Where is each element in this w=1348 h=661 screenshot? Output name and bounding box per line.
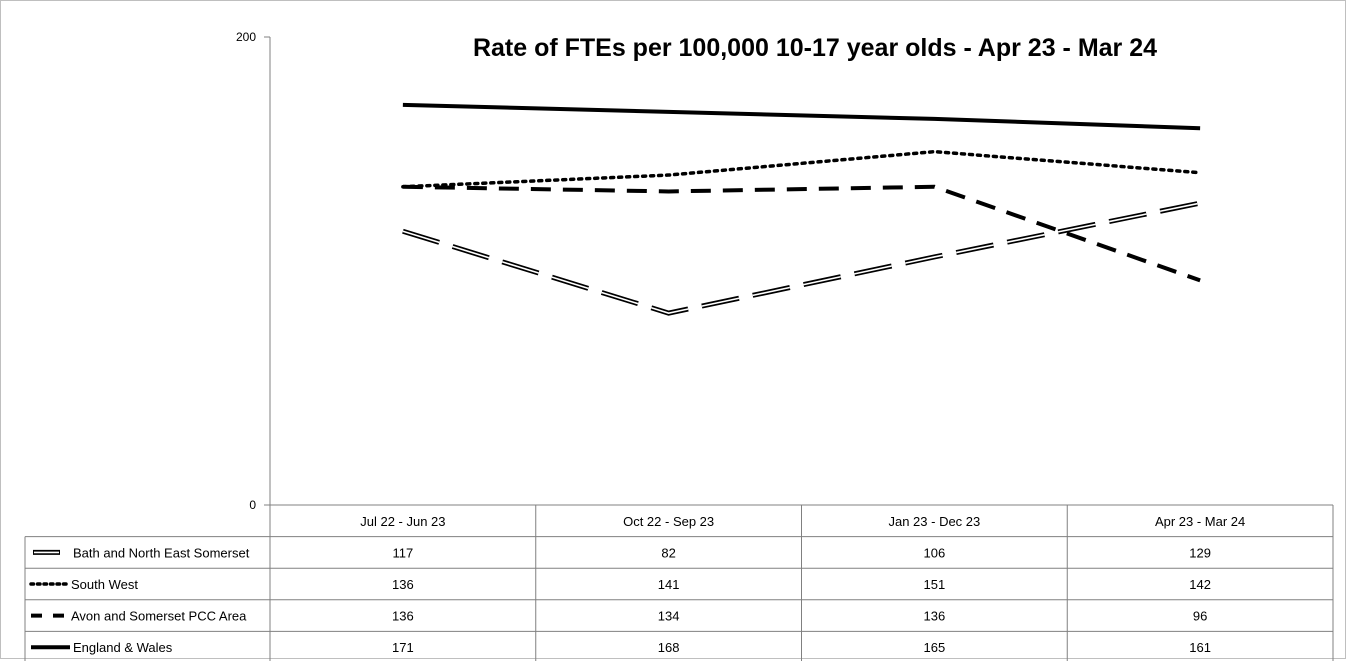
table-value: 171 bbox=[392, 640, 414, 655]
table-value: 136 bbox=[392, 609, 414, 624]
table-value: 96 bbox=[1193, 609, 1207, 624]
x-category-label: Jan 23 - Dec 23 bbox=[888, 514, 980, 529]
series-name-label: South West bbox=[71, 577, 138, 592]
series-name-label: Bath and North East Somerset bbox=[73, 545, 250, 560]
x-category-label: Oct 22 - Sep 23 bbox=[623, 514, 714, 529]
plot-area: 0 200 bbox=[236, 30, 1202, 512]
series-name-label: England & Wales bbox=[73, 640, 173, 655]
series-line-0 bbox=[402, 200, 1201, 316]
series-line-path bbox=[402, 184, 1201, 283]
table-value: 117 bbox=[393, 545, 414, 560]
series-line-outline bbox=[402, 200, 1201, 316]
series-line-path bbox=[402, 102, 1201, 131]
x-category-label: Apr 23 - Mar 24 bbox=[1155, 514, 1245, 529]
table-value: 136 bbox=[924, 609, 946, 624]
series-line-inner bbox=[402, 202, 1201, 314]
table-value: 82 bbox=[661, 545, 675, 560]
chart-title: Rate of FTEs per 100,000 10-17 year olds… bbox=[473, 34, 1157, 62]
table-value: 141 bbox=[658, 577, 680, 592]
series-line-2 bbox=[402, 184, 1201, 283]
series-line-3 bbox=[402, 102, 1201, 131]
data-table: Jul 22 - Jun 23 Oct 22 - Sep 23 Jan 23 - D… bbox=[24, 504, 1334, 661]
y-tick-label: 200 bbox=[236, 30, 256, 44]
y-tick-label: 0 bbox=[249, 498, 256, 512]
series-line-path bbox=[401, 149, 1202, 189]
table-value: 165 bbox=[924, 640, 946, 655]
table-value: 106 bbox=[924, 545, 946, 560]
table-value: 129 bbox=[1189, 545, 1211, 560]
table-value: 168 bbox=[658, 640, 680, 655]
series-line-1 bbox=[401, 149, 1202, 189]
series-name-label: Avon and Somerset PCC Area bbox=[71, 609, 247, 624]
table-value: 151 bbox=[924, 577, 946, 592]
x-category-label: Jul 22 - Jun 23 bbox=[360, 514, 445, 529]
table-value: 136 bbox=[392, 577, 414, 592]
table-value: 142 bbox=[1189, 577, 1211, 592]
table-value: 161 bbox=[1189, 640, 1211, 655]
table-value: 134 bbox=[658, 609, 680, 624]
